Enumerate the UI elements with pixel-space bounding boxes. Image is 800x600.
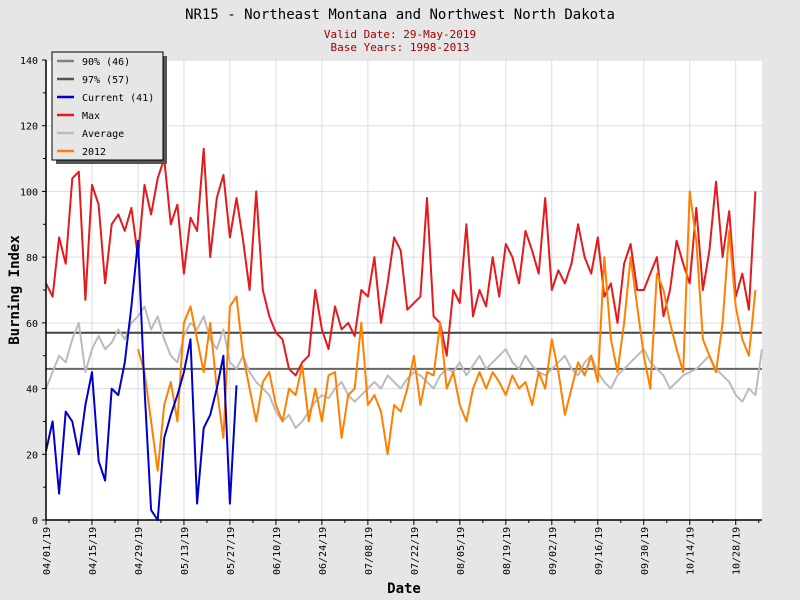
- threshold-lines: [46, 331, 762, 370]
- x-tick-label: 10/28/19: [732, 527, 743, 575]
- x-tick-label: 08/05/19: [456, 527, 467, 575]
- x-tick-label: 10/14/19: [686, 527, 697, 575]
- y-tick-label: 100: [20, 187, 38, 198]
- y-tick-label: 40: [26, 385, 38, 396]
- y-tick-label: 20: [26, 450, 38, 461]
- series-current: [45, 239, 238, 521]
- x-tick-label: 04/15/19: [88, 527, 99, 575]
- legend-box: [51, 51, 164, 161]
- x-tick-label: 06/10/19: [272, 527, 283, 575]
- y-tick-label: 80: [26, 253, 38, 264]
- y-axis-label: Burning Index: [7, 235, 23, 345]
- x-tick-label: 06/24/19: [318, 527, 329, 575]
- legend-label: 90% (46): [82, 57, 130, 68]
- axes: 0 20 40 60 80 100 120 140 04/01/19 04/15/19 04/29/…: [20, 56, 762, 575]
- x-tick-label: 09/30/19: [640, 527, 651, 575]
- legend-label: Current (41): [82, 93, 154, 104]
- x-tick-label: 04/29/19: [134, 527, 145, 575]
- x-tick-label: 07/08/19: [364, 527, 375, 575]
- chart-title: NR15 - Northeast Montana and Northwest N…: [185, 7, 615, 23]
- x-tick-label: 09/16/19: [594, 527, 605, 575]
- valid-date-subtitle: Valid Date: 29-May-2019: [324, 28, 476, 41]
- x-tick-label: 09/02/19: [548, 527, 559, 575]
- x-tick-label: 05/13/19: [180, 527, 191, 575]
- legend-label: 2012: [82, 147, 106, 158]
- series-2012: [137, 190, 757, 472]
- series-line: [45, 239, 238, 521]
- legend-label: 97% (57): [82, 75, 130, 86]
- x-tick-label: 07/22/19: [410, 527, 421, 575]
- y-tick-label: 0: [32, 516, 38, 527]
- y-tick-label: 60: [26, 319, 38, 330]
- y-tick-label: 140: [20, 56, 38, 67]
- x-tick-label: 05/27/19: [226, 527, 237, 575]
- x-tick-label: 08/19/19: [502, 527, 513, 575]
- legend-label: Average: [82, 129, 124, 140]
- x-axis-label: Date: [387, 581, 421, 597]
- x-tick-label: 04/01/19: [42, 527, 53, 575]
- y-tick-label: 120: [20, 122, 38, 133]
- legend-label: Max: [82, 111, 100, 122]
- legend: 90% (46) 97% (57) Current (41) Max Average 20…: [51, 51, 167, 164]
- base-years-subtitle: Base Years: 1998-2013: [330, 41, 469, 54]
